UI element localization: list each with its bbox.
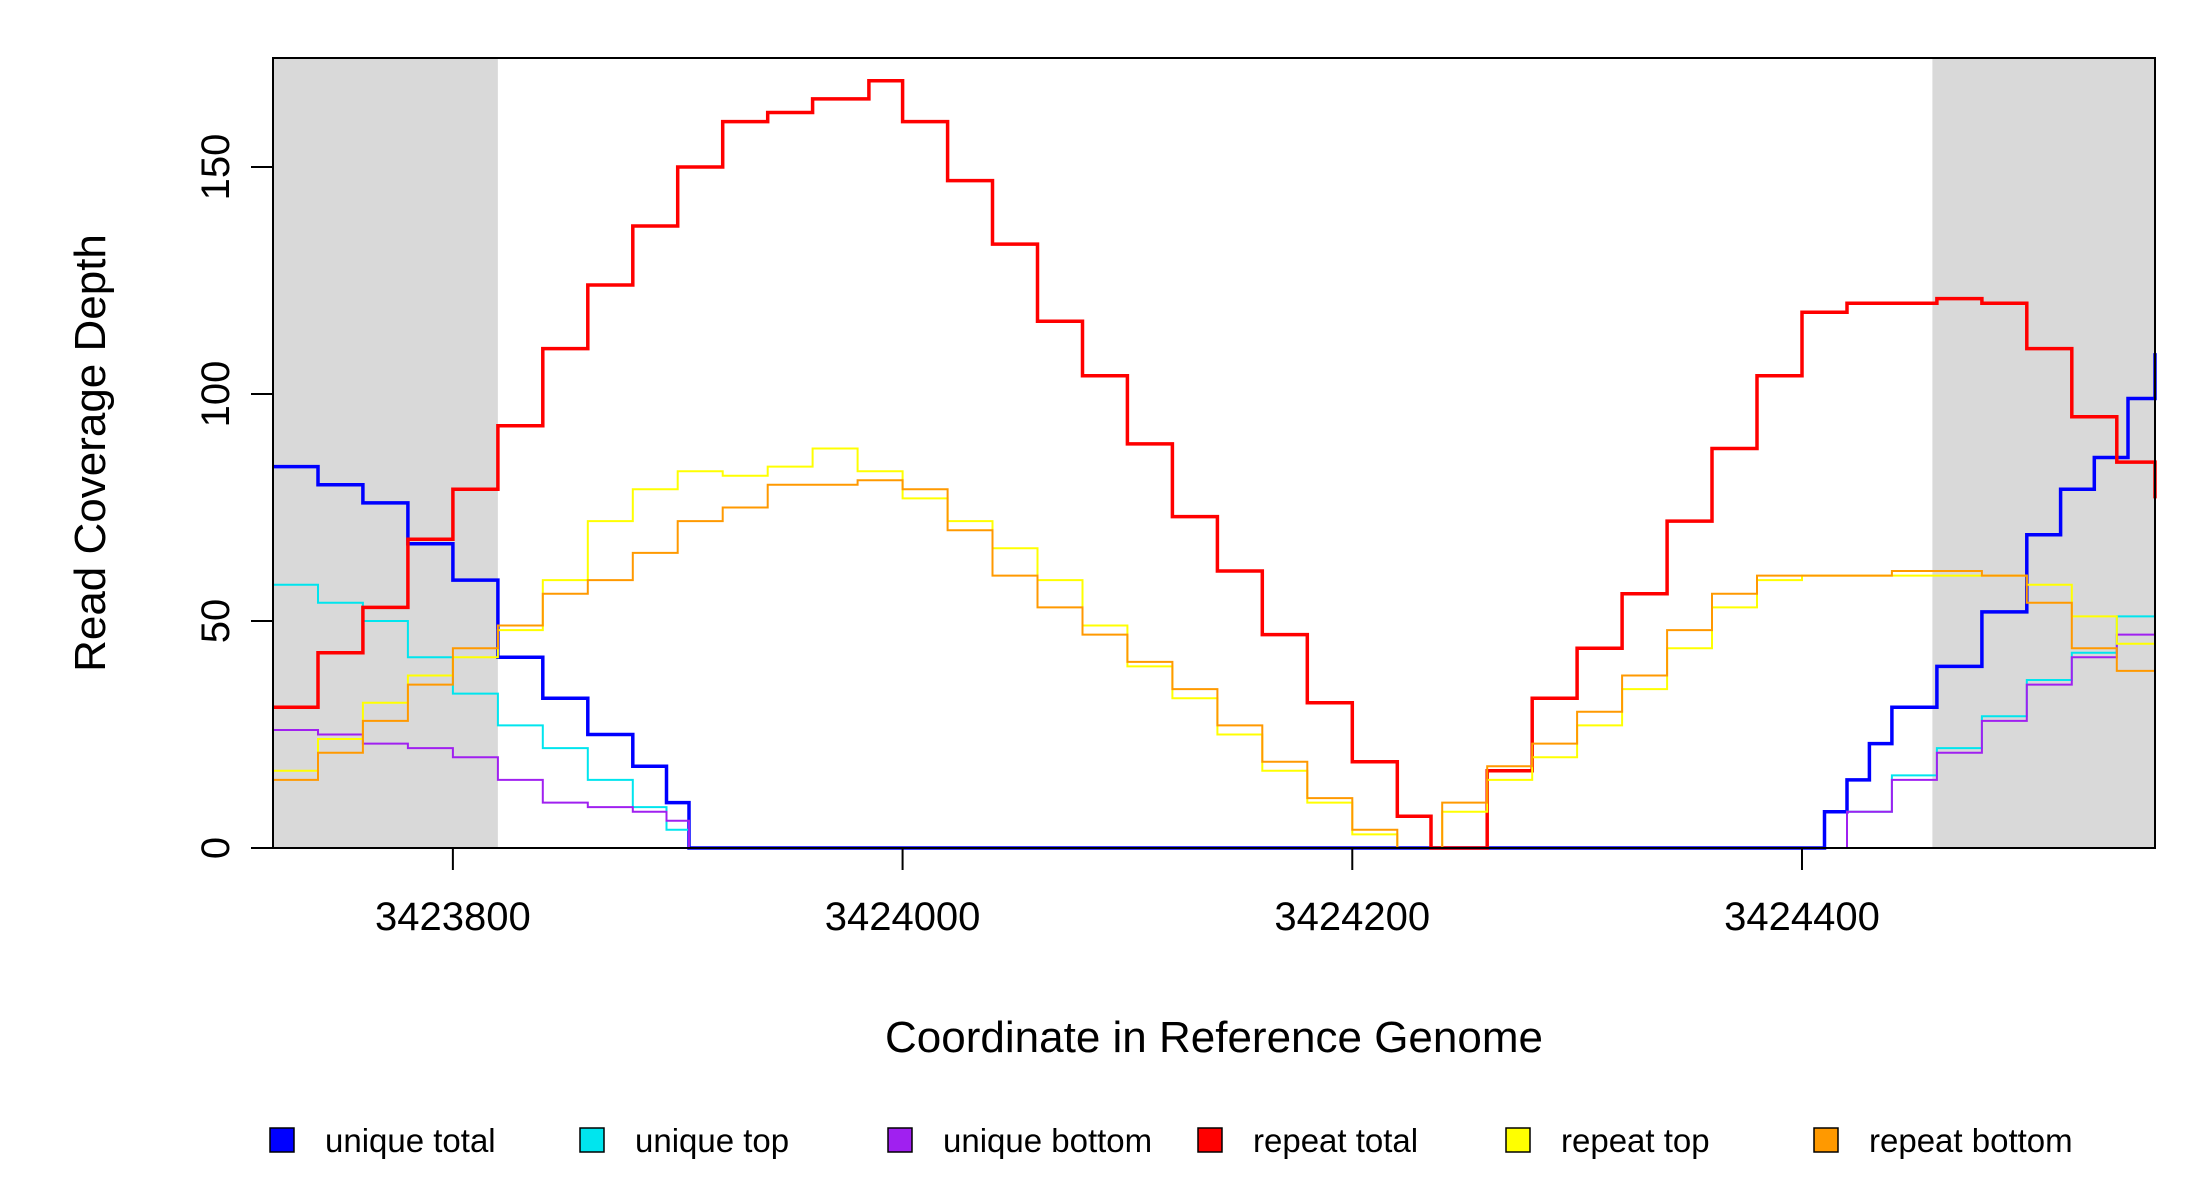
legend-label: repeat total <box>1253 1122 1418 1159</box>
shaded-region-0 <box>273 58 498 848</box>
y-tick-label: 100 <box>194 361 238 428</box>
legend-label: unique total <box>325 1122 496 1159</box>
legend-label: repeat bottom <box>1869 1122 2073 1159</box>
series-lines <box>273 78 2157 850</box>
y-axis-title: Read Coverage Depth <box>66 234 115 672</box>
x-axis-title: Coordinate in Reference Genome <box>885 1013 1543 1062</box>
legend: unique total unique top unique bottom repea… <box>269 1122 2073 1159</box>
legend-swatch <box>1505 1127 1531 1153</box>
legend-label: unique top <box>635 1122 789 1159</box>
series-line-unique-bottom <box>273 602 2156 849</box>
x-tick-label: 3423800 <box>375 895 531 939</box>
legend-swatch <box>887 1127 913 1153</box>
x-tick-label: 3424400 <box>1724 895 1880 939</box>
x-axis: 3423800 3424000 3424200 3424400 <box>375 847 1880 939</box>
plot-frame <box>272 57 2156 849</box>
series-line-repeat-total <box>273 78 2157 850</box>
series-line-unique-top <box>273 583 2156 849</box>
y-tick-label: 50 <box>194 599 238 644</box>
legend-label: repeat top <box>1561 1122 1710 1159</box>
shaded-regions <box>273 58 2155 848</box>
legend-swatch <box>579 1127 605 1153</box>
y-tick-label: 0 <box>194 837 238 859</box>
legend-swatch <box>269 1127 295 1153</box>
x-tick-label: 3424200 <box>1274 895 1430 939</box>
shaded-region-1 <box>1932 58 2155 848</box>
legend-swatch <box>1197 1127 1223 1153</box>
legend-swatch <box>1813 1127 1839 1153</box>
series-line-repeat-top <box>273 447 2156 849</box>
legend-label: unique bottom <box>943 1122 1152 1159</box>
series-line-repeat-bottom <box>273 479 2156 849</box>
y-tick-label: 150 <box>194 134 238 201</box>
x-tick-label: 3424000 <box>825 895 981 939</box>
series-line-unique-total <box>273 353 2157 850</box>
y-axis: 0 50 100 150 <box>194 134 274 859</box>
